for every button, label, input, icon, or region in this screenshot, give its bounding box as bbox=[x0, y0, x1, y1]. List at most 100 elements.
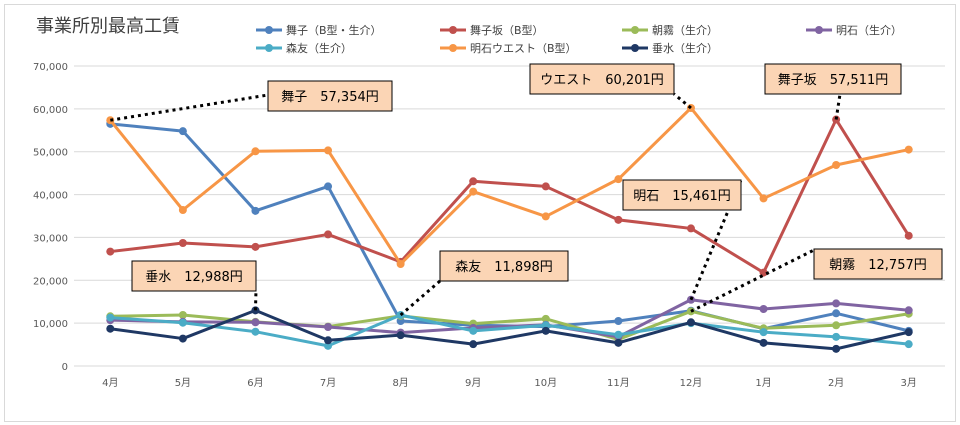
data-point bbox=[541, 182, 550, 191]
series-line bbox=[110, 298, 909, 339]
data-point bbox=[178, 127, 187, 136]
x-tick-label: 10月 bbox=[534, 377, 557, 389]
callout-leader bbox=[399, 279, 441, 317]
data-point bbox=[178, 318, 187, 327]
legend-item: 舞子（B型・生介） bbox=[256, 23, 382, 37]
callout: ウエスト 60,201円 bbox=[529, 63, 675, 95]
data-point bbox=[614, 317, 623, 325]
y-tick-label: 30,000 bbox=[33, 233, 68, 244]
data-point bbox=[324, 323, 333, 331]
legend-item: 朝霧（生介） bbox=[622, 23, 718, 37]
legend-item: 森友（生介） bbox=[256, 41, 352, 55]
callout: 垂水 12,988円 bbox=[131, 260, 257, 292]
callout-leader bbox=[689, 179, 743, 301]
data-point bbox=[469, 326, 478, 335]
data-point bbox=[614, 330, 623, 339]
y-tick-label: 40,000 bbox=[33, 191, 68, 202]
callout-label: 森友 11,898円 bbox=[455, 259, 553, 275]
data-point bbox=[614, 175, 623, 184]
data-point bbox=[541, 314, 550, 323]
x-tick-label: 8月 bbox=[392, 377, 408, 389]
data-point bbox=[904, 231, 913, 240]
legend-label: 垂水（生介） bbox=[652, 41, 718, 55]
x-tick-label: 12月 bbox=[680, 377, 703, 389]
data-point bbox=[324, 182, 333, 191]
series-line bbox=[110, 308, 910, 351]
data-point bbox=[324, 341, 333, 350]
callout: 舞子 57,354円 bbox=[267, 80, 393, 112]
callout-leader bbox=[690, 248, 815, 313]
data-point bbox=[832, 161, 841, 169]
data-point bbox=[469, 177, 478, 186]
x-tick-label: 5月 bbox=[175, 377, 191, 389]
data-point bbox=[178, 239, 187, 247]
callout-box bbox=[529, 63, 675, 95]
legend-label: 朝霧（生介） bbox=[652, 23, 718, 37]
series bbox=[106, 306, 913, 353]
data-point bbox=[178, 334, 187, 343]
data-point bbox=[904, 145, 913, 154]
callout-leader bbox=[834, 93, 842, 120]
legend-label: 舞子坂（B型） bbox=[470, 23, 544, 37]
series-lines bbox=[106, 103, 913, 353]
callout-box bbox=[813, 248, 943, 280]
data-point bbox=[541, 321, 550, 330]
data-point bbox=[396, 260, 405, 268]
data-point bbox=[904, 340, 913, 349]
legend-label: 森友（生介） bbox=[286, 41, 352, 55]
legend-item: 明石ウエスト（B型） bbox=[440, 41, 577, 55]
data-point bbox=[759, 328, 768, 337]
callout-leaders bbox=[110, 92, 842, 317]
callout-label: 明石 15,461円 bbox=[633, 189, 731, 204]
data-point bbox=[178, 206, 187, 214]
callout-label: ウエスト 60,201円 bbox=[540, 73, 664, 88]
legend-item: 舞子坂（B型） bbox=[440, 23, 544, 37]
series bbox=[106, 103, 913, 268]
y-tick-label: 20,000 bbox=[33, 276, 68, 287]
data-point bbox=[251, 206, 260, 215]
data-point bbox=[324, 336, 333, 345]
legend-swatch-marker bbox=[631, 44, 639, 52]
data-point bbox=[541, 212, 550, 221]
data-point bbox=[832, 321, 841, 330]
series bbox=[106, 311, 913, 350]
x-tick-label: 9月 bbox=[465, 377, 481, 389]
data-point bbox=[541, 326, 550, 335]
data-point bbox=[106, 247, 115, 256]
data-point bbox=[396, 331, 405, 340]
data-point bbox=[324, 146, 333, 155]
callout-label: 舞子坂 57,511円 bbox=[778, 73, 889, 88]
callout: 明石 15,461円 bbox=[622, 179, 742, 211]
y-tick-label: 0 bbox=[62, 362, 68, 373]
x-tick-label: 4月 bbox=[102, 377, 118, 389]
callout: 舞子坂 57,511円 bbox=[764, 63, 902, 95]
legend-item: 垂水（生介） bbox=[622, 41, 718, 55]
data-point bbox=[251, 318, 260, 327]
callout: 森友 11,898円 bbox=[439, 250, 569, 282]
x-tick-label: 1月 bbox=[755, 377, 771, 389]
callout-box bbox=[764, 63, 902, 95]
series-line bbox=[110, 309, 909, 341]
data-point bbox=[832, 344, 841, 353]
legend-item: 明石（生介） bbox=[806, 23, 902, 37]
data-point bbox=[251, 147, 260, 156]
callout-label: 朝霧 12,757円 bbox=[829, 258, 927, 273]
data-point bbox=[251, 306, 260, 315]
data-point bbox=[251, 242, 260, 251]
x-axis: 4月 5月 6月 7月 8月 9月 10月 11月 12月 1月 2月 3月 bbox=[102, 377, 917, 389]
series-line bbox=[110, 313, 909, 348]
data-point bbox=[832, 309, 841, 318]
data-point bbox=[686, 224, 695, 233]
callout-label: 垂水 12,988円 bbox=[145, 270, 243, 285]
data-point bbox=[832, 332, 841, 341]
legend-swatch-marker bbox=[449, 26, 457, 34]
x-tick-label: 7月 bbox=[320, 377, 336, 389]
legend-label: 舞子（B型・生介） bbox=[286, 23, 382, 37]
legend-swatch-marker bbox=[631, 26, 639, 34]
y-tick-label: 60,000 bbox=[33, 105, 68, 116]
legend-swatch-marker bbox=[815, 26, 823, 34]
legend-label: 明石（生介） bbox=[836, 23, 902, 37]
data-point bbox=[904, 328, 913, 337]
